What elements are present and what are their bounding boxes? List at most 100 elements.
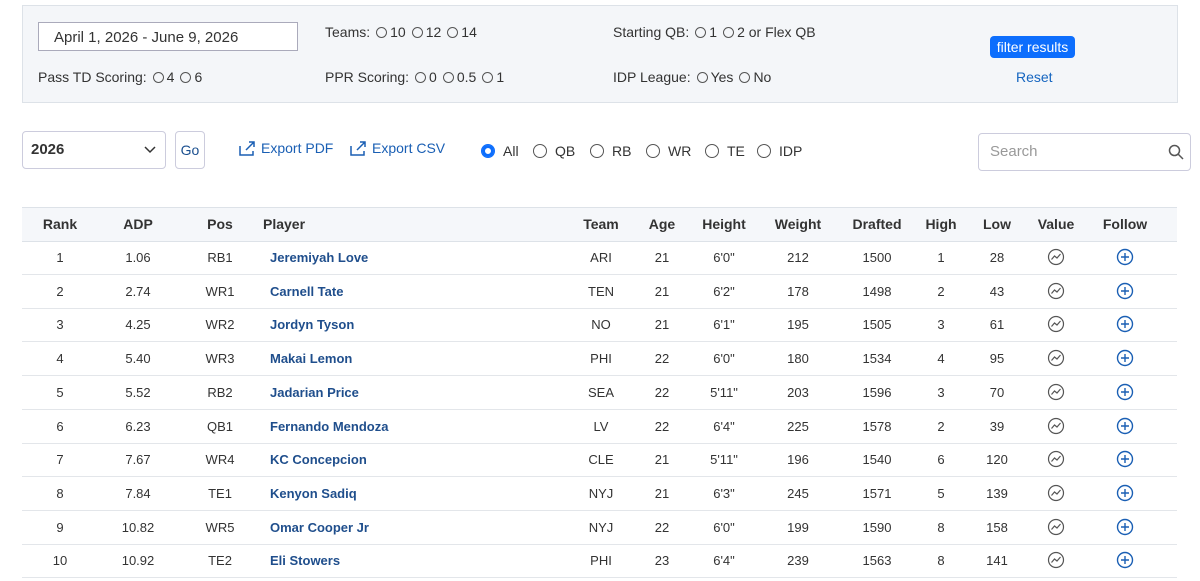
position-option[interactable]: IDP	[757, 143, 802, 159]
table-row: 6 6.23 QB1 Fernando Mendoza LV 22 6'4" 225 1578 2…	[22, 410, 1177, 444]
radio-label[interactable]: 1	[496, 69, 505, 85]
radio[interactable]	[447, 26, 459, 38]
radio[interactable]	[482, 71, 494, 83]
year-select[interactable]: 2026	[22, 131, 166, 169]
radio-label[interactable]: 0.5	[456, 69, 477, 85]
value-icon[interactable]	[1047, 315, 1065, 333]
radio-label[interactable]: 0	[429, 69, 437, 85]
player-name[interactable]: Eli Stowers	[270, 553, 341, 569]
table-cell: RB2	[207, 384, 233, 400]
table-cell: PHI	[590, 553, 612, 569]
player-name[interactable]: Jeremiyah Love	[270, 250, 369, 265]
value-icon[interactable]	[1047, 383, 1065, 401]
table-cell: 1563	[862, 553, 892, 569]
filter-group: Teams: 10 12 14	[325, 22, 477, 42]
go-button[interactable]: Go	[175, 131, 205, 169]
radio[interactable]	[481, 144, 495, 158]
filter-label: Teams:	[325, 24, 371, 40]
value-icon[interactable]	[1047, 349, 1065, 367]
table-cell: 22	[654, 519, 670, 535]
radio[interactable]	[411, 26, 423, 38]
radio-label[interactable]: 4	[166, 69, 175, 85]
value-icon[interactable]	[1047, 551, 1065, 569]
follow-icon[interactable]	[1116, 349, 1134, 367]
follow-icon[interactable]	[1116, 383, 1134, 401]
radio[interactable]	[646, 144, 660, 158]
radio-label[interactable]: 1	[709, 24, 718, 40]
radio-label[interactable]: 10	[390, 24, 406, 40]
table-row: 7 7.67 WR4 KC Concepcion CLE 21 5'11" 196 1540 6 1…	[22, 443, 1177, 478]
table-cell: 10	[52, 553, 68, 569]
table-cell: 4	[56, 351, 64, 367]
position-option[interactable]: RB	[590, 143, 631, 159]
export-pdf[interactable]: Export PDF	[261, 140, 334, 156]
radio[interactable]	[442, 71, 454, 83]
date-range-input[interactable]: April 1, 2026 - June 9, 2026	[38, 22, 298, 51]
follow-icon[interactable]	[1116, 450, 1134, 468]
radio[interactable]	[723, 26, 735, 38]
table-cell: QB1	[206, 418, 234, 434]
radio[interactable]	[376, 26, 388, 38]
radio-label[interactable]: 14	[461, 24, 477, 40]
search-input[interactable]: Search	[978, 133, 1191, 171]
radio[interactable]	[590, 144, 604, 158]
radio-label[interactable]: No	[753, 69, 772, 85]
table-cell: 6	[937, 452, 945, 468]
radio[interactable]	[739, 71, 751, 83]
filter-button[interactable]: filter results	[990, 36, 1075, 58]
position-option[interactable]: QB	[533, 143, 575, 159]
radio[interactable]	[152, 71, 164, 83]
value-icon[interactable]	[1047, 282, 1065, 300]
value-icon[interactable]	[1047, 518, 1065, 536]
table-row: 10 10.92 TE2 Eli Stowers PHI 23 6'4" 239 1563 8 14…	[22, 544, 1177, 579]
follow-icon[interactable]	[1116, 282, 1134, 300]
table-cell: 7	[56, 452, 64, 468]
follow-icon[interactable]	[1116, 518, 1134, 536]
player-name[interactable]: Kenyon Sadiq	[270, 485, 357, 501]
radio[interactable]	[180, 71, 192, 83]
table-cell: 8	[56, 485, 64, 501]
player-name[interactable]: Jordyn Tyson	[270, 317, 355, 333]
radio[interactable]	[415, 71, 427, 83]
reset-link[interactable]: Reset	[1016, 69, 1053, 85]
radio-label[interactable]: 6	[194, 69, 203, 85]
table-cell: WR2	[205, 317, 235, 333]
table-row: 1 1.06 RB1 Jeremiyah Love ARI 21 6'0" 212 1500 1 2…	[22, 241, 1177, 275]
player-name[interactable]: Jadarian Price	[270, 384, 359, 400]
table-cell: 5'11"	[710, 384, 738, 400]
radio[interactable]	[695, 26, 707, 38]
radio[interactable]	[757, 144, 771, 158]
table-cell: 8	[937, 553, 945, 569]
radio-label[interactable]: Yes	[710, 69, 734, 85]
position-option[interactable]: TE	[705, 143, 745, 159]
follow-icon[interactable]	[1116, 484, 1134, 502]
value-icon[interactable]	[1047, 248, 1065, 266]
column-header: Player	[263, 216, 306, 232]
value-icon[interactable]	[1047, 450, 1065, 468]
radio[interactable]	[705, 144, 719, 158]
player-name[interactable]: KC Concepcion	[270, 452, 367, 468]
follow-icon[interactable]	[1116, 315, 1134, 333]
player-name[interactable]: Fernando Mendoza	[270, 418, 389, 434]
radio-label[interactable]: 2 or Flex QB	[737, 24, 816, 40]
follow-icon[interactable]	[1116, 417, 1134, 435]
player-name[interactable]: Makai Lemon	[270, 351, 353, 367]
position-option[interactable]: WR	[646, 143, 691, 159]
radio[interactable]	[696, 71, 708, 83]
table-cell: 196	[787, 452, 809, 468]
value-icon[interactable]	[1047, 484, 1065, 502]
table-cell: 1534	[862, 351, 892, 367]
player-name[interactable]: Omar Cooper Jr	[270, 519, 369, 535]
radio-label: All	[503, 143, 519, 159]
follow-icon[interactable]	[1116, 551, 1134, 569]
player-name[interactable]: Carnell Tate	[270, 283, 344, 299]
table-cell: 120	[986, 452, 1008, 468]
table-cell: NYJ	[588, 485, 614, 501]
value-icon[interactable]	[1047, 417, 1065, 435]
radio-label[interactable]: 12	[425, 24, 442, 40]
filter-group: Pass TD Scoring: 4 6	[38, 67, 202, 87]
radio[interactable]	[533, 144, 547, 158]
position-option[interactable]: All	[481, 143, 519, 159]
follow-icon[interactable]	[1116, 248, 1134, 266]
export-csv[interactable]: Export CSV	[372, 140, 446, 156]
